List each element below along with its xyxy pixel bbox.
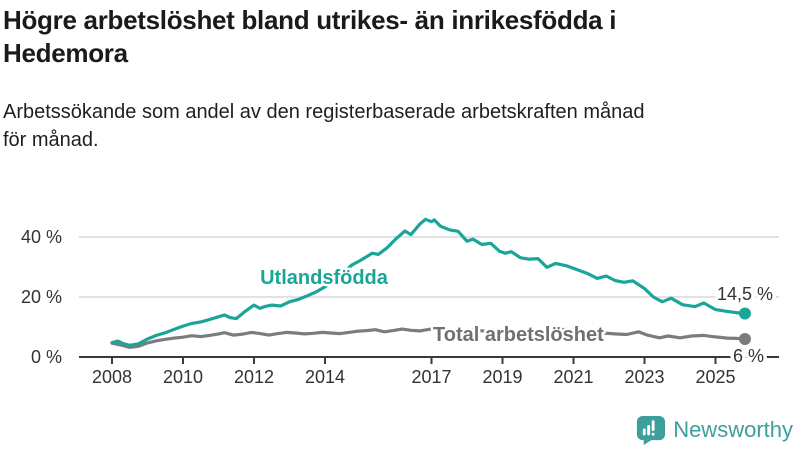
- x-tick-label: 2025: [695, 367, 735, 387]
- chart-area: 2008 2010 2012 2014 2017 2019 2021 2023 2025 0 % 2…: [0, 185, 800, 422]
- series-line: [110, 326, 747, 349]
- x-tick-label: 2010: [163, 367, 203, 387]
- series-label-total: Total arbetslöshet: [433, 324, 604, 346]
- series-end-dot: [738, 333, 751, 345]
- speech-bubble-shape: [637, 415, 666, 445]
- x-tick-label: 2023: [624, 367, 664, 387]
- chart-header: Högre arbetslöshet bland utrikes- än inr…: [3, 4, 793, 154]
- series-end-value-label: 6 %: [733, 346, 764, 366]
- bar-2: [647, 425, 651, 436]
- newsworthy-logo-icon: [637, 415, 666, 445]
- exclamation-dot: [651, 432, 655, 436]
- exclamation-line: [651, 420, 655, 431]
- series-end-value-label: 14,5 %: [717, 284, 773, 304]
- unemployment-line-chart: 2008 2010 2012 2014 2017 2019 2021 2023 2025 0 % 2…: [21, 217, 779, 387]
- x-tick-label: 2014: [305, 367, 345, 387]
- bar-1: [642, 428, 646, 436]
- series-label-utlandsfodda: Utlandsfödda: [260, 267, 389, 289]
- brand-name: Newsworthy: [673, 416, 793, 442]
- series-line: [110, 217, 747, 347]
- x-tick-label: 2008: [92, 367, 132, 387]
- x-tick-label: 2017: [411, 367, 451, 387]
- page-title: Högre arbetslöshet bland utrikes- än inr…: [3, 5, 617, 68]
- y-tick-label: 20 %: [21, 287, 62, 307]
- y-tick-label: 40 %: [21, 227, 62, 247]
- x-tick-label: 2012: [234, 367, 274, 387]
- chart-subtitle: Arbetssökande som andel av den registerb…: [3, 101, 645, 151]
- x-tick-label: 2021: [553, 367, 593, 387]
- series-end-dot: [738, 307, 751, 320]
- brand-footer: Newsworthy: [635, 414, 793, 445]
- y-tick-label: 0 %: [31, 347, 62, 367]
- x-tick-label: 2019: [482, 367, 522, 387]
